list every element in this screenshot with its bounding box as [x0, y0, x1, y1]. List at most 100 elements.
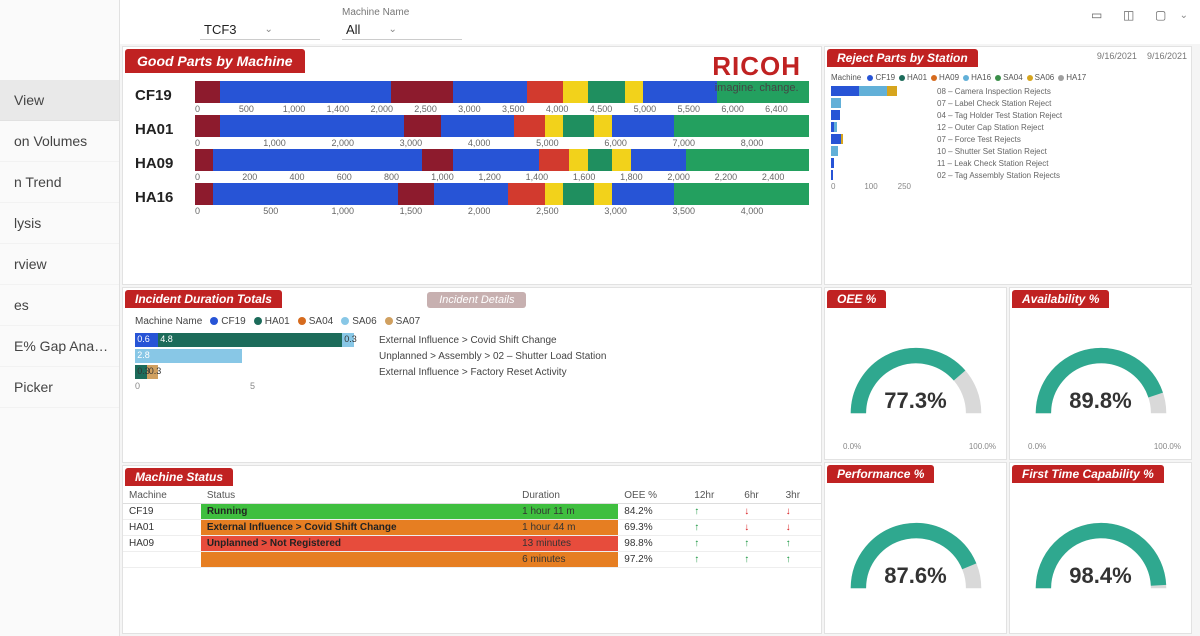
- panel-title: OEE %: [827, 290, 886, 308]
- reject-parts-panel: Reject Parts by Station 9/16/2021 9/16/2…: [824, 46, 1192, 285]
- reject-row: 11 – Leak Check Station Reject: [831, 158, 1185, 168]
- incident-bar: 2.8: [135, 349, 365, 363]
- gauge-max: 100.0%: [1154, 442, 1181, 451]
- filter-bar: TCF3 ⌄ Machine Name All ⌄ ▭ ◫ ▢ ⌄: [120, 0, 1200, 44]
- incident-row: 0.64.80.3External Influence > Covid Shif…: [135, 333, 809, 347]
- sidebar-item[interactable]: Picker: [0, 367, 119, 408]
- reject-bar: [831, 122, 931, 132]
- gauge-value: 89.8%: [1069, 388, 1131, 414]
- bar-segment: [195, 115, 220, 137]
- bar-segment: [135, 349, 242, 363]
- filter-value-text: All: [346, 22, 360, 37]
- bar-segment: [887, 86, 897, 96]
- incident-bar: 0.30.3: [135, 365, 365, 379]
- column-header[interactable]: 6hr: [738, 488, 779, 504]
- cell-machine: HA09: [123, 536, 201, 552]
- reject-label: 07 – Label Check Station Reject: [937, 99, 1185, 108]
- incident-details-tab[interactable]: Incident Details: [427, 292, 526, 308]
- axis: 02004006008001,0001,2001,4001,6001,8002,…: [195, 172, 809, 182]
- reject-bar: [831, 158, 931, 168]
- gauge: 89.8%0.0%100.0%: [1010, 310, 1191, 455]
- reject-bar: [831, 98, 931, 108]
- incident-label: External Influence > Covid Shift Change: [379, 335, 557, 346]
- panel-title: Incident Duration Totals: [125, 290, 282, 308]
- cell-6hr: ↓: [738, 520, 779, 536]
- cell-12hr: ↑: [688, 552, 738, 568]
- chevron-down-icon[interactable]: ⌄: [1180, 10, 1188, 21]
- toolbar-icon[interactable]: ▢: [1148, 4, 1174, 26]
- bar-segment: [834, 122, 837, 132]
- bar-segment: [195, 183, 213, 205]
- bar-segment: [195, 149, 213, 171]
- axis: 05001,0001,5002,0002,5003,0003,5004,000: [195, 206, 809, 216]
- date-from: 9/16/2021: [1097, 51, 1137, 61]
- column-header[interactable]: 3hr: [780, 488, 821, 504]
- cell-status: External Influence > Covid Shift Change: [201, 520, 516, 536]
- machine-label: HA16: [135, 183, 195, 206]
- machine-status-panel: Machine Status MachineStatusDurationOEE …: [122, 465, 822, 634]
- bar-segment: [674, 183, 809, 205]
- table-row[interactable]: HA09 Unplanned > Not Registered 13 minut…: [123, 536, 821, 552]
- sidebar-item[interactable]: rview: [0, 244, 119, 285]
- table-row[interactable]: CF19 Running 1 hour 11 m 84.2% ↑ ↓ ↓: [123, 504, 821, 520]
- legend: Machine NameCF19HA01SA04SA06SA07: [135, 316, 809, 327]
- table-header: MachineStatusDurationOEE %12hr6hr3hr: [123, 488, 821, 504]
- filter-select-left[interactable]: TCF3 ⌄: [200, 20, 320, 40]
- bar-segment: [831, 86, 859, 96]
- bar-segment: [220, 81, 392, 103]
- cell-oee: 97.2%: [618, 552, 688, 568]
- sidebar-item[interactable]: n Trend: [0, 162, 119, 203]
- bar-segment: [391, 81, 452, 103]
- good-parts-row: CF1905001,0001,4002,0002,5003,0003,5004,…: [135, 81, 809, 114]
- sidebar-item[interactable]: lysis: [0, 203, 119, 244]
- cell-duration: 1 hour 11 m: [516, 504, 618, 520]
- bar-segment: [508, 183, 545, 205]
- bar-segment: [545, 183, 563, 205]
- cell-duration: 13 minutes: [516, 536, 618, 552]
- table-row[interactable]: HA01 External Influence > Covid Shift Ch…: [123, 520, 821, 536]
- sidebar-item[interactable]: View: [0, 80, 119, 121]
- bar-segment: [859, 86, 887, 96]
- stacked-bar: [195, 183, 809, 205]
- reject-label: 07 – Force Test Rejects: [937, 135, 1185, 144]
- cell-3hr: ↑: [780, 552, 821, 568]
- column-header[interactable]: 12hr: [688, 488, 738, 504]
- panel-title: Machine Status: [125, 468, 233, 486]
- column-header[interactable]: Status: [201, 488, 516, 504]
- good-parts-row: HA0101,0002,0003,0004,0005,0006,0007,000…: [135, 115, 809, 148]
- reject-label: 04 – Tag Holder Test Station Reject: [937, 111, 1185, 120]
- bar-segment: [527, 81, 564, 103]
- bar-segment: [453, 81, 527, 103]
- gauges-grid: OEE % 77.3%0.0%100.0%Availability % 89.8…: [824, 287, 1192, 634]
- column-header[interactable]: Duration: [516, 488, 618, 504]
- bar-segment: [422, 149, 453, 171]
- stacked-bar: [195, 115, 809, 137]
- sidebar-item[interactable]: E% Gap Analy…: [0, 326, 119, 367]
- bar-segment: [612, 183, 673, 205]
- column-header[interactable]: OEE %: [618, 488, 688, 504]
- bar-segment: [195, 81, 220, 103]
- stacked-bar: [195, 149, 809, 171]
- bar-segment: [563, 115, 594, 137]
- reject-bar: [831, 146, 931, 156]
- sidebar-item[interactable]: on Volumes: [0, 121, 119, 162]
- panel-title: Availability %: [1012, 290, 1109, 308]
- bar-segment: [563, 183, 594, 205]
- toolbar-icon[interactable]: ▭: [1084, 4, 1110, 26]
- machine-label: HA01: [135, 115, 195, 138]
- toolbar-icon[interactable]: ◫: [1116, 4, 1142, 26]
- bar-segment: [631, 149, 686, 171]
- good-parts-row: HA0902004006008001,0001,2001,4001,6001,8…: [135, 149, 809, 182]
- column-header[interactable]: Machine: [123, 488, 201, 504]
- chevron-down-icon: ⌄: [265, 24, 273, 35]
- reject-row: 07 – Force Test Rejects: [831, 134, 1185, 144]
- sidebar-item[interactable]: es: [0, 285, 119, 326]
- panel-title: Good Parts by Machine: [125, 49, 305, 73]
- table-row[interactable]: 6 minutes 97.2% ↑ ↑ ↑: [123, 552, 821, 568]
- bar-segment: [398, 183, 435, 205]
- machine-label: HA09: [135, 149, 195, 172]
- gauge-min: 0.0%: [843, 442, 861, 451]
- cell-machine: HA01: [123, 520, 201, 536]
- bar-segment: [625, 81, 643, 103]
- filter-select-right[interactable]: All ⌄: [342, 20, 462, 40]
